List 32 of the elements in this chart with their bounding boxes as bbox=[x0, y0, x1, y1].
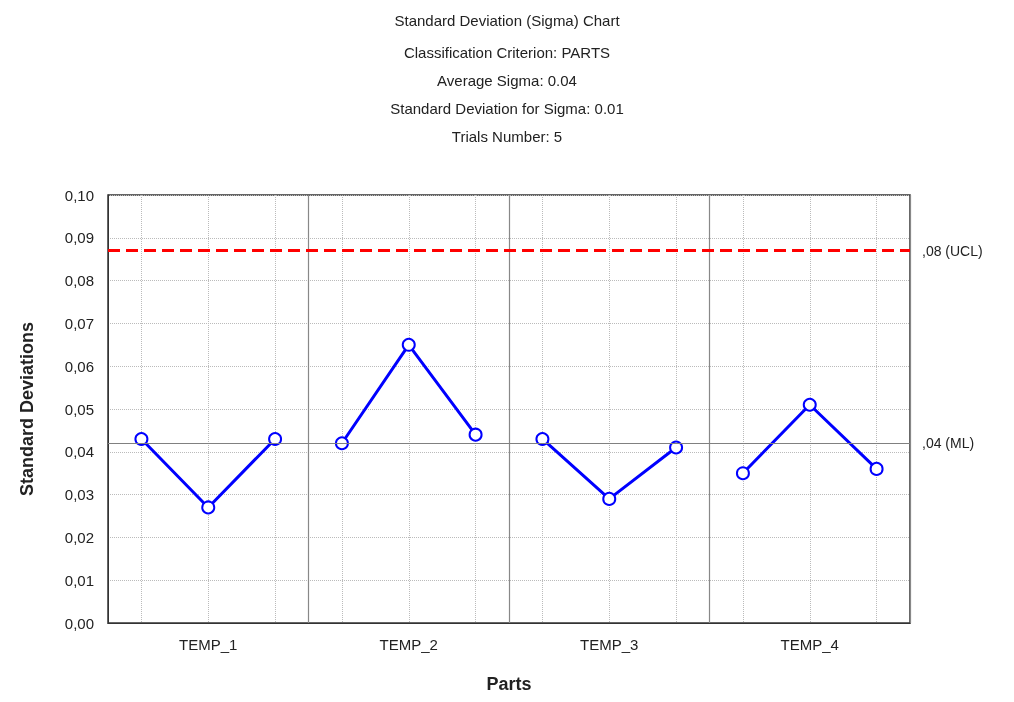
y-tick-label: 0,08 bbox=[64, 272, 94, 290]
y-tick-label: 0,06 bbox=[64, 357, 94, 375]
y-tick-label: 0,10 bbox=[64, 186, 94, 204]
chart-title: Standard Deviation (Sigma) Chart bbox=[394, 12, 621, 29]
point bbox=[401, 337, 416, 352]
x-tick-label: TEMP_2 bbox=[379, 636, 438, 653]
ref-line-label: ,04 (ML) bbox=[922, 435, 975, 452]
point bbox=[735, 466, 750, 481]
x-axis-title: Parts bbox=[486, 674, 532, 694]
point bbox=[134, 431, 149, 446]
point bbox=[468, 427, 483, 442]
point bbox=[602, 491, 617, 506]
point bbox=[535, 431, 550, 446]
y-tick-label: 0,01 bbox=[64, 571, 94, 589]
point bbox=[268, 431, 283, 446]
y-tick-label: 0,02 bbox=[64, 528, 94, 546]
y-tick-label: 0,09 bbox=[64, 229, 94, 247]
ref-line-label: ,08 (UCL) bbox=[922, 242, 983, 259]
point bbox=[869, 461, 884, 476]
x-tick-label: TEMP_4 bbox=[780, 636, 839, 653]
y-tick-label: 0,04 bbox=[64, 443, 94, 461]
y-tick-label: 0,05 bbox=[64, 400, 94, 418]
x-tick-label: TEMP_1 bbox=[179, 636, 238, 653]
y-tick-label: 0,07 bbox=[64, 314, 94, 332]
point bbox=[802, 397, 817, 412]
y-tick-label: 0,00 bbox=[64, 614, 94, 632]
point bbox=[201, 500, 216, 515]
y-axis-title: Standard Deviations bbox=[17, 321, 37, 497]
x-tick-label: TEMP_3 bbox=[580, 636, 639, 653]
chart-subtitle: Classification Criterion: PARTS Average Sigma: 0.04 Standard Deviation for Sigma: 0.01 Trials Number: 5 bbox=[390, 43, 624, 145]
y-tick-label: 0,03 bbox=[64, 486, 94, 504]
point bbox=[669, 440, 684, 455]
